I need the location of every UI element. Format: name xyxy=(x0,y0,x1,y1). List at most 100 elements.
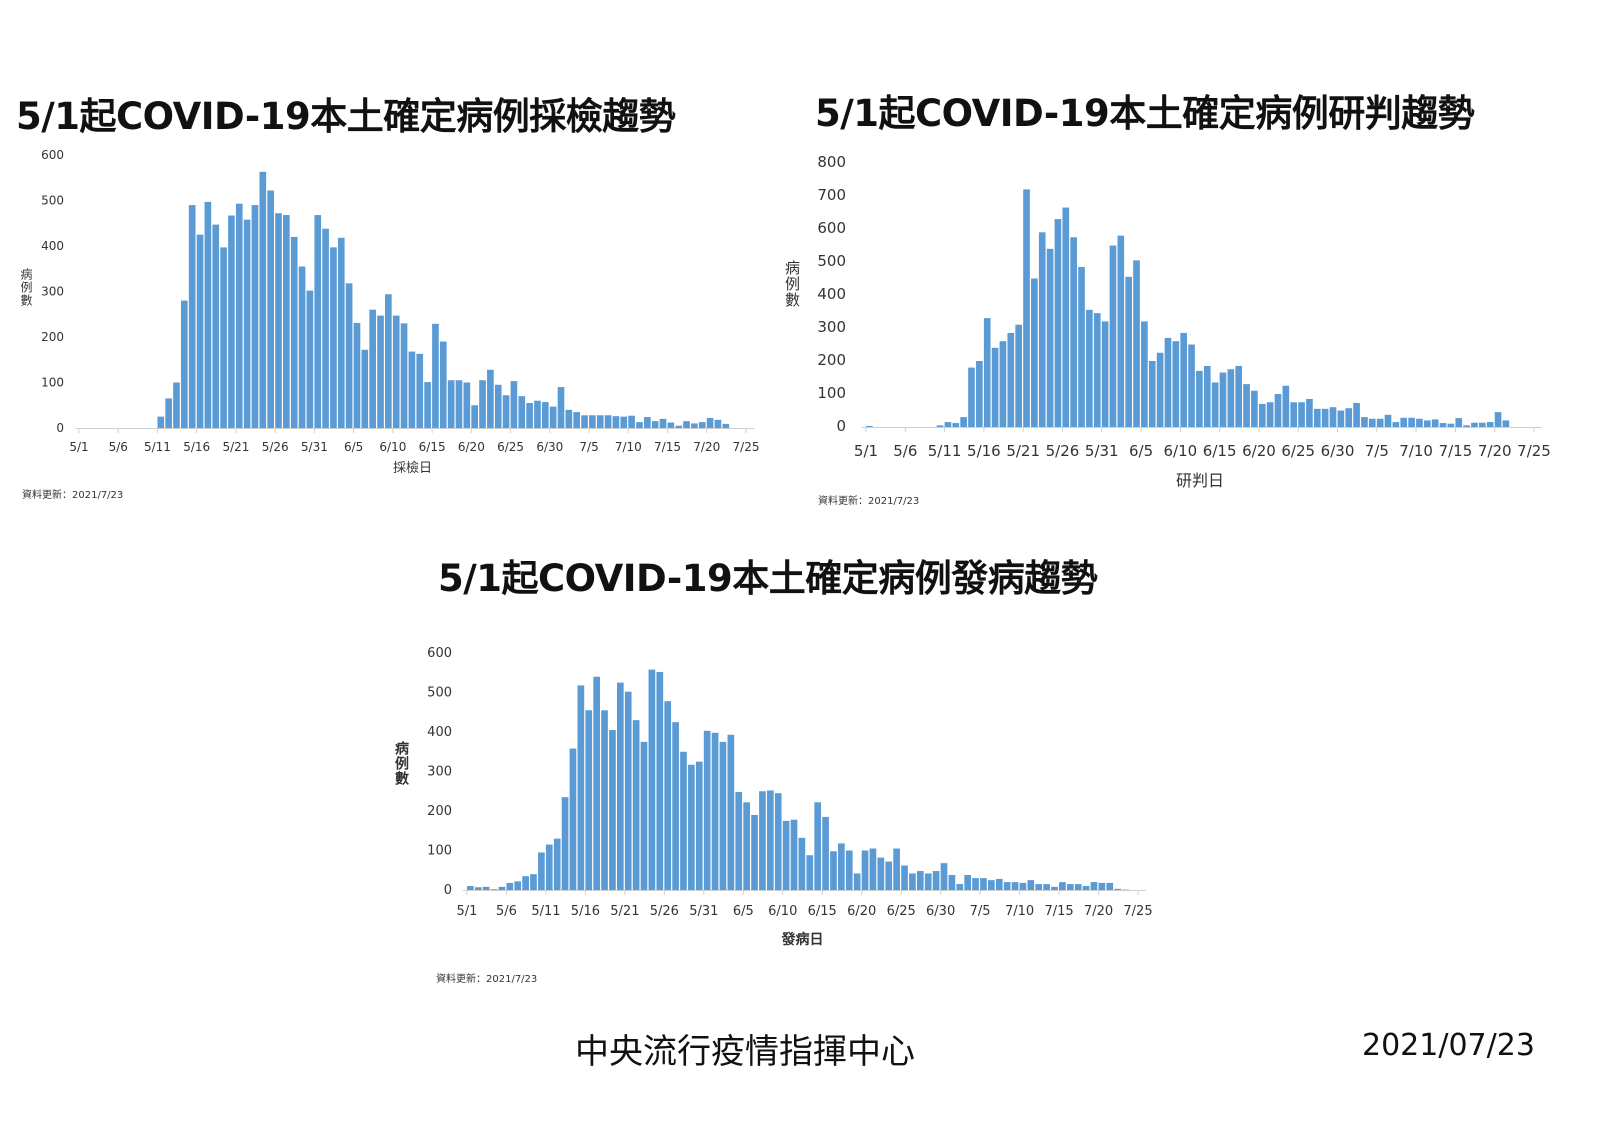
chart-1-bar-5/28 xyxy=(290,236,298,428)
chart-3-bar-5/12 xyxy=(553,838,561,890)
chart-3-xtick-label: 7/5 xyxy=(970,904,991,919)
chart-1-bar-6/7 xyxy=(369,309,376,428)
chart-2-bar-6/3 xyxy=(1125,276,1132,427)
chart-1-bar-7/17 xyxy=(683,421,690,428)
chart-3-bar-7/2 xyxy=(956,884,964,890)
chart-3-xtick-label: 5/31 xyxy=(689,904,718,919)
chart-1-bar-7/13 xyxy=(651,421,659,428)
chart-3-bar-7/21 xyxy=(1106,882,1114,890)
chart-1-bar-7/12 xyxy=(643,417,651,428)
chart-3-bar-6/28 xyxy=(924,873,932,890)
chart-2-xtick-label: 6/10 xyxy=(1164,442,1198,460)
chart-2-bar-6/17 xyxy=(1235,365,1243,427)
chart-1-bar-7/15 xyxy=(667,422,675,428)
chart-3-bar-6/2 xyxy=(719,741,727,891)
chart-2-bar-5/22 xyxy=(1031,278,1038,427)
chart-2-bar-5/24 xyxy=(1046,248,1054,427)
chart-3-bar-6/13 xyxy=(806,855,814,890)
chart-3-xtick-label: 7/15 xyxy=(1044,904,1073,919)
chart-1-bar-6/17 xyxy=(447,380,455,428)
chart-1-bar-6/29 xyxy=(541,402,549,428)
chart-2-bar-5/10 xyxy=(936,425,944,427)
chart-1-bar-6/24 xyxy=(502,395,510,428)
chart-2-ytick-label: 700 xyxy=(817,186,846,204)
chart-1-xtick-label: 5/16 xyxy=(183,440,210,454)
chart-2-bar-7/18 xyxy=(1478,422,1486,427)
chart-1-bar-7/8 xyxy=(612,416,620,428)
chart-2-xtick-label: 5/21 xyxy=(1006,442,1040,460)
chart-2-bar-5/16 xyxy=(983,318,991,427)
chart-3-bar-5/15 xyxy=(577,685,585,890)
chart-1-xtick-label: 5/11 xyxy=(144,440,171,454)
chart-3-bar-7/9 xyxy=(1011,882,1019,890)
chart-2-bar-7/12 xyxy=(1431,419,1439,427)
chart-3-bar-5/11 xyxy=(545,844,553,890)
chart-3-bar-6/1 xyxy=(711,732,719,890)
chart-2-bar-6/4 xyxy=(1133,260,1140,427)
chart-3-bar-5/10 xyxy=(538,852,545,890)
chart-1-bar-5/12 xyxy=(165,398,172,428)
chart-2-xlabel: 研判日 xyxy=(1176,471,1224,490)
chart-2-bar-6/21 xyxy=(1266,402,1274,427)
chart-3-bar-7/14 xyxy=(1051,886,1058,890)
chart-3-bar-6/29 xyxy=(932,871,940,890)
chart-3-bar-7/17 xyxy=(1074,884,1082,890)
chart-1-bar-5/29 xyxy=(298,266,306,428)
chart-3-bar-5/22 xyxy=(632,720,640,890)
chart-1-xtick-label: 5/26 xyxy=(262,440,289,454)
chart-2-bar-7/4 xyxy=(1368,418,1376,427)
chart-2-ytick-label: 100 xyxy=(817,384,846,402)
chart-3-bar-5/13 xyxy=(561,797,569,890)
chart-2-ytick-label: 600 xyxy=(817,219,846,237)
chart-2-bar-5/31 xyxy=(1101,321,1109,427)
chart-3-xtick-label: 7/10 xyxy=(1005,904,1034,919)
chart-1-ytick-label: 0 xyxy=(56,421,64,435)
chart-3-xtick-label: 6/5 xyxy=(733,904,754,919)
chart-1-xlabel: 採檢日 xyxy=(393,460,432,476)
chart-1-bar-5/17 xyxy=(204,201,212,428)
chart-1-bar-7/20 xyxy=(706,417,714,428)
chart-3-bar-7/5 xyxy=(980,878,987,890)
chart-1-bar-7/21 xyxy=(714,419,722,428)
chart-2-bar-7/20 xyxy=(1494,412,1502,427)
chart-1-bar-6/10 xyxy=(392,315,400,428)
chart-1-bar-7/7 xyxy=(604,415,612,428)
chart-1-bar-6/25 xyxy=(510,381,518,428)
chart-3-bar-5/31 xyxy=(703,730,711,890)
chart-2-bar-7/17 xyxy=(1471,422,1478,427)
chart-3-xtick-label: 6/10 xyxy=(768,904,797,919)
chart-3-bar-5/20 xyxy=(616,682,624,891)
chart-2-bar-6/20 xyxy=(1258,403,1266,427)
chart-3-bar-6/3 xyxy=(727,734,735,890)
chart-1-bar-6/30 xyxy=(549,406,557,428)
chart-1-bar-6/20 xyxy=(471,405,478,428)
footer-organization: 中央流行疫情指揮中心 xyxy=(575,1032,915,1072)
chart-1-bar-6/19 xyxy=(463,382,471,428)
chart-2-bar-7/1 xyxy=(1345,408,1353,427)
chart-1-bar-6/1 xyxy=(322,228,329,428)
chart-3-xtick-label: 6/20 xyxy=(847,904,876,919)
chart-2-bar-6/7 xyxy=(1156,352,1164,427)
chart-2-bar-7/13 xyxy=(1439,423,1447,427)
chart-3-xtick-label: 5/26 xyxy=(650,904,679,919)
chart-1-bar-7/19 xyxy=(698,422,706,428)
chart-3-ylabel: 病例數 xyxy=(393,741,409,786)
chart-3-bar-5/4 xyxy=(490,889,498,890)
chart-3-bar-6/11 xyxy=(790,819,798,890)
chart-1-bar-6/2 xyxy=(330,247,337,428)
chart-2-bar-7/19 xyxy=(1486,422,1494,427)
chart-1-xtick-label: 5/1 xyxy=(69,440,88,454)
chart-3-xtick-label: 7/20 xyxy=(1084,904,1113,919)
chart-2-bar-6/1 xyxy=(1109,245,1117,427)
chart-2-ytick-label: 400 xyxy=(817,285,846,303)
chart-2-bar-6/2 xyxy=(1117,235,1125,427)
chart-1-bar-5/21 xyxy=(235,203,243,428)
chart-1-xtick-label: 5/6 xyxy=(109,440,128,454)
chart-2-bar-6/15 xyxy=(1219,372,1227,427)
chart-3-xtick-label: 6/25 xyxy=(887,904,916,919)
chart-1-bar-6/23 xyxy=(494,384,502,428)
chart-3-bar-7/13 xyxy=(1043,884,1050,890)
chart-2-bar-7/2 xyxy=(1353,402,1360,427)
chart-2-bar-6/19 xyxy=(1251,390,1258,427)
chart-3-bar-5/14 xyxy=(569,748,577,890)
